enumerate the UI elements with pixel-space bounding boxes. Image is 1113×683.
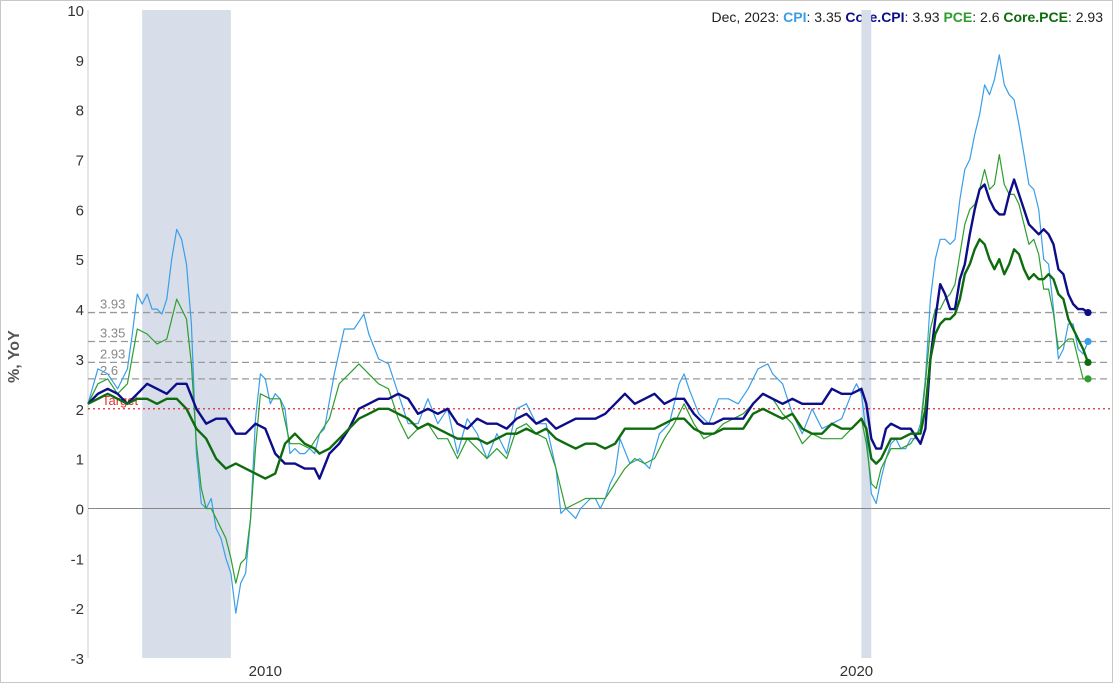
recession-band-1: [142, 10, 231, 658]
y-tick-label: -2: [71, 601, 84, 618]
y-tick-label: 8: [76, 103, 84, 120]
end-marker-core-cpi: [1084, 308, 1092, 317]
y-tick-label: 10: [67, 3, 84, 20]
legend-key-cpi: CPI: [783, 9, 807, 25]
recession-band-2: [861, 10, 872, 658]
legend-value-cpi: 3.35: [814, 9, 842, 25]
series-line-cpi: [87, 54, 1089, 614]
legend-date: Dec, 2023: [711, 9, 776, 25]
legend-key-core-pce: Core.PCE: [1003, 9, 1068, 25]
y-tick-label: 3: [76, 352, 84, 369]
series-line-core-pce: [87, 238, 1090, 480]
reference-line-label: 2.6: [100, 363, 118, 378]
x-tick-label: 2010: [249, 663, 282, 680]
end-marker-core-pce: [1084, 358, 1092, 367]
y-tick-label: 5: [76, 252, 84, 269]
legend-key-core-cpi: Core.CPI: [845, 9, 905, 25]
x-tick-label: 2020: [840, 663, 873, 680]
y-tick-label: -3: [71, 651, 84, 668]
series-line-pce: [87, 154, 1088, 584]
y-tick-label: 0: [76, 501, 84, 518]
y-tick-label: 9: [76, 53, 84, 70]
end-marker-pce: [1084, 375, 1092, 383]
reference-line-label: 3.35: [100, 325, 125, 340]
legend-value-core-cpi: 3.93: [912, 9, 940, 25]
legend-value-core-pce: 2.93: [1075, 9, 1103, 25]
y-tick-label: 4: [76, 302, 84, 319]
reference-line-label: 3.93: [100, 297, 125, 312]
y-tick-label: 6: [76, 202, 84, 219]
chart-legend: Dec, 2023: CPI: 3.35 Core.CPI: 3.93 PCE:…: [711, 9, 1103, 25]
y-tick-label: 1: [76, 452, 84, 469]
series-line-core-cpi: [87, 178, 1089, 480]
y-tick-label: 2: [76, 402, 84, 419]
end-marker-cpi: [1084, 337, 1092, 346]
legend-key-pce: PCE: [943, 9, 973, 25]
y-tick-label: 7: [76, 153, 84, 170]
y-tick-label: -1: [71, 551, 84, 568]
reference-line-label: 2.93: [100, 346, 125, 361]
legend-value-pce: 2.6: [980, 9, 1000, 25]
